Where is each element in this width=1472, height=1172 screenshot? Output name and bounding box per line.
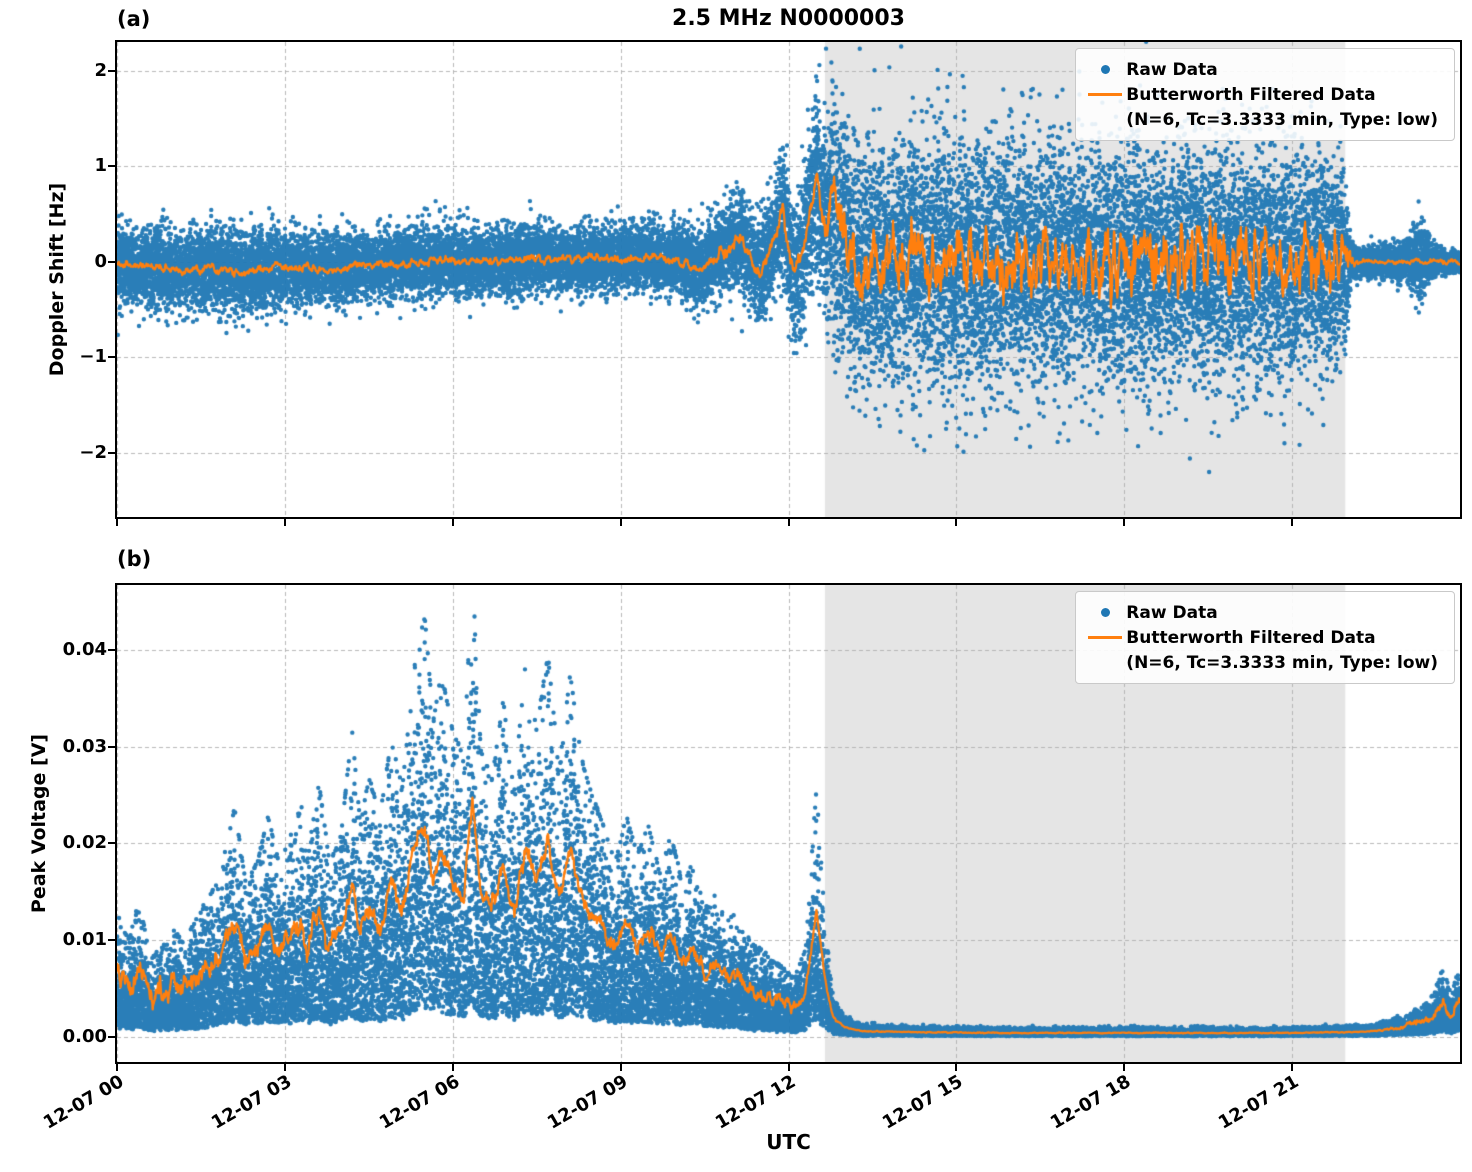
- legend-row-filtered: Butterworth Filtered Data: [1084, 82, 1438, 107]
- y-tick-mark: [108, 648, 115, 651]
- x-tick-mark: [283, 1064, 286, 1071]
- legend-doppler: Raw Data Butterworth Filtered Data (N=6,…: [1075, 48, 1455, 141]
- raw-data-marker-icon: [1084, 65, 1126, 74]
- legend-raw-label: Raw Data: [1126, 602, 1218, 623]
- x-tick-label: 12-07 00: [40, 1071, 128, 1134]
- x-tick-label: 12-07 09: [543, 1071, 632, 1134]
- legend-filtered-params: (N=6, Tc=3.3333 min, Type: low): [1126, 652, 1438, 673]
- y-tick-label: 0: [94, 250, 107, 272]
- legend-filtered-label: Butterworth Filtered Data: [1126, 84, 1376, 105]
- y-tick-mark: [108, 165, 115, 168]
- legend-row-filtered-params: (N=6, Tc=3.3333 min, Type: low): [1084, 107, 1438, 132]
- x-tick-mark: [1291, 519, 1294, 526]
- y-tick-mark: [108, 451, 115, 454]
- x-tick-label: 12-07 18: [1047, 1071, 1135, 1134]
- y-tick-mark: [108, 69, 115, 72]
- filtered-line-marker-icon: [1084, 636, 1126, 639]
- legend-filtered-params: (N=6, Tc=3.3333 min, Type: low): [1126, 109, 1438, 130]
- plot-area-doppler: Raw Data Butterworth Filtered Data (N=6,…: [115, 40, 1462, 519]
- legend-row-filtered: Butterworth Filtered Data: [1084, 625, 1438, 650]
- legend-row-filtered-params: (N=6, Tc=3.3333 min, Type: low): [1084, 650, 1438, 675]
- x-tick-mark: [116, 519, 118, 526]
- y-tick-mark: [108, 356, 115, 359]
- x-tick-label: 12-07 15: [879, 1071, 967, 1134]
- panel-a-label: (a): [117, 7, 151, 31]
- x-tick-label: 12-07 12: [711, 1071, 799, 1134]
- x-tick-mark: [787, 1064, 790, 1071]
- x-tick-mark: [1291, 1064, 1294, 1071]
- y-tick-label: −1: [79, 346, 107, 368]
- x-tick-mark: [955, 519, 958, 526]
- x-tick-mark: [451, 1064, 454, 1071]
- x-tick-mark: [787, 519, 790, 526]
- panel-b-label: (b): [117, 547, 152, 571]
- y-tick-label: 2: [94, 59, 107, 81]
- y-tick-label: 0.00: [62, 1025, 107, 1047]
- y-tick-mark: [108, 745, 115, 748]
- x-tick-mark: [451, 519, 454, 526]
- y-tick-label: 0.02: [62, 832, 107, 854]
- x-tick-mark: [283, 519, 286, 526]
- y-tick-label: 1: [94, 155, 107, 177]
- chart-title: 2.5 MHz N0000003: [672, 6, 905, 31]
- y-tick-label: 0.01: [62, 929, 107, 951]
- y-tick-label: 0.04: [62, 638, 107, 660]
- x-tick-label: 12-07 21: [1215, 1071, 1303, 1134]
- x-tick-mark: [116, 1064, 118, 1071]
- y-tick-label: 0.03: [62, 735, 107, 757]
- x-tick-mark: [1123, 519, 1126, 526]
- y-tick-mark: [108, 260, 115, 263]
- x-tick-mark: [619, 1064, 622, 1071]
- x-tick-label: 12-07 03: [207, 1071, 296, 1134]
- y-tick-mark: [108, 842, 115, 845]
- y-tick-mark: [108, 939, 115, 942]
- y-tick-mark: [108, 1035, 115, 1038]
- x-tick-mark: [955, 1064, 958, 1071]
- legend-row-raw: Raw Data: [1084, 57, 1438, 82]
- legend-filtered-label: Butterworth Filtered Data: [1126, 627, 1376, 648]
- plot-area-voltage: Raw Data Butterworth Filtered Data (N=6,…: [115, 583, 1462, 1064]
- x-axis-label: UTC: [766, 1130, 811, 1154]
- y-tick-label: −2: [79, 441, 107, 463]
- x-tick-mark: [1123, 1064, 1126, 1071]
- x-tick-mark: [619, 519, 622, 526]
- filtered-line-marker-icon: [1084, 93, 1126, 96]
- legend-raw-label: Raw Data: [1126, 59, 1218, 80]
- raw-data-marker-icon: [1084, 608, 1126, 617]
- legend-voltage: Raw Data Butterworth Filtered Data (N=6,…: [1075, 591, 1455, 684]
- x-tick-label: 12-07 06: [375, 1071, 464, 1134]
- legend-row-raw: Raw Data: [1084, 600, 1438, 625]
